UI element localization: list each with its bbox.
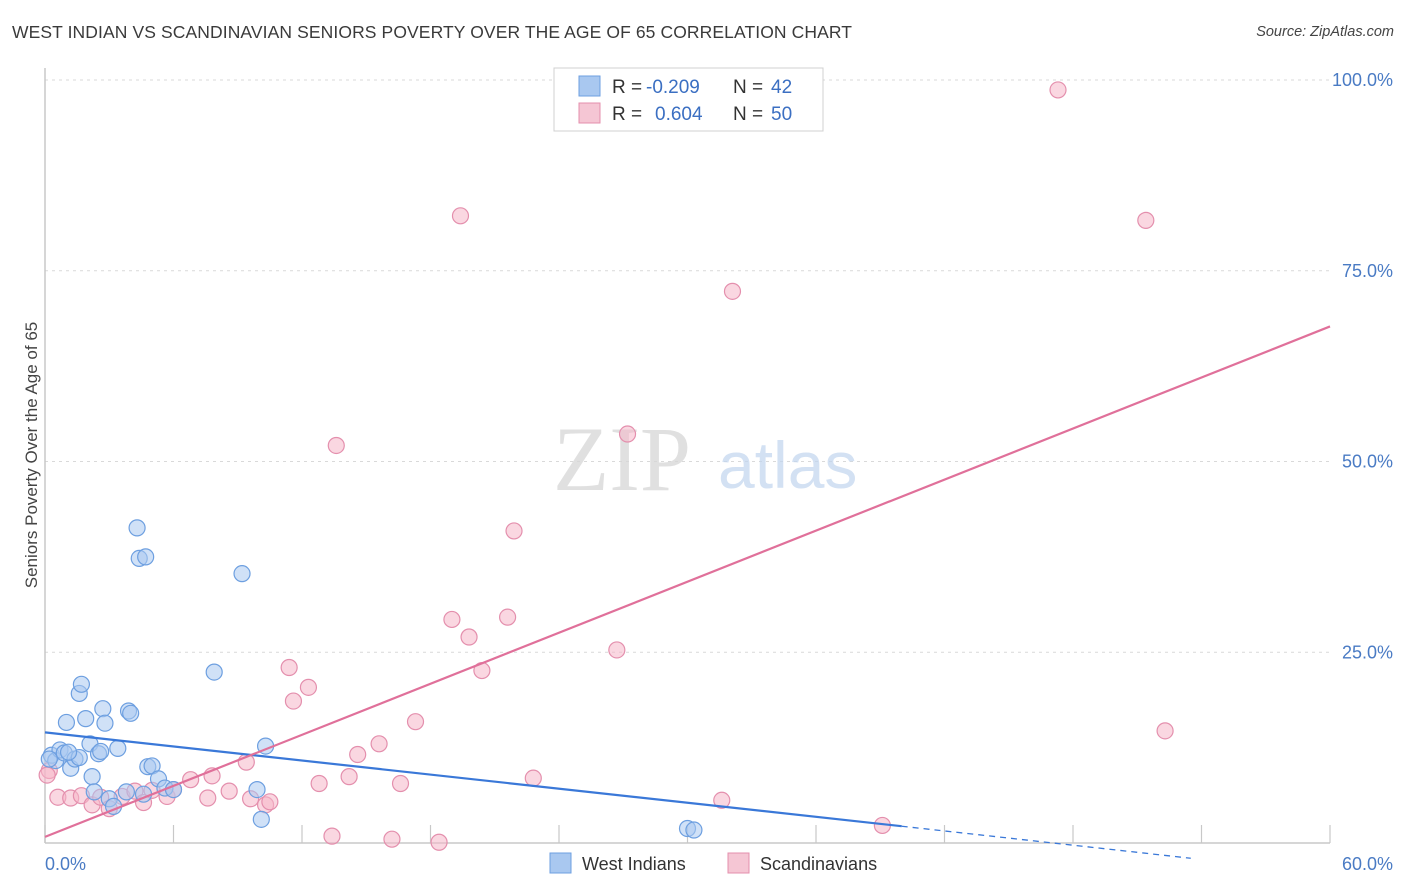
west-indians-point-12 — [83, 768, 101, 786]
scandinavians-point-41 — [608, 641, 626, 659]
scandinavians-point-31 — [391, 774, 410, 793]
scandinavians-point-36 — [460, 628, 478, 646]
legend-r-label-2: R = — [612, 104, 642, 125]
scandinavians-point-26 — [327, 436, 345, 455]
scandinavians-point-48 — [1156, 722, 1174, 740]
scandinavians-point-49 — [38, 766, 56, 784]
scandinavians-point-44 — [723, 282, 742, 300]
legend-n-value-2: 50 — [771, 104, 792, 125]
scandinavians-point-23 — [299, 678, 318, 696]
scandinavians-point-27 — [340, 768, 358, 786]
bottom-legend-scandinavians: Scandinavians — [760, 854, 877, 874]
west-indians-trend-extension — [901, 825, 1191, 859]
bottom-legend-west-indians: West Indians — [582, 854, 686, 874]
legend-swatch-blue — [578, 75, 601, 97]
y-tick-label-75: 75.0% — [1342, 261, 1393, 281]
y-tick-label-25: 25.0% — [1342, 642, 1393, 662]
west-indians-trend-line — [44, 731, 902, 828]
west-indians-point-33 — [233, 565, 251, 583]
west-indians-point-38 — [685, 821, 703, 839]
scandinavians-point-40 — [524, 769, 542, 787]
scandinavians-point-34 — [443, 610, 461, 629]
west-indians-point-9 — [72, 675, 91, 693]
scandinavians-point-28 — [349, 745, 367, 764]
y-tick-label-100: 100.0% — [1332, 70, 1393, 90]
legend-r-label-1: R = — [612, 77, 642, 98]
scandinavians-point-24 — [310, 774, 328, 793]
scandinavians-point-33 — [430, 833, 448, 851]
scandinavians-point-25 — [323, 827, 341, 845]
west-indians-point-19 — [109, 739, 127, 757]
scandinavians-trend-line — [44, 325, 1331, 838]
x-tick-label-min: 0.0% — [45, 854, 86, 874]
scandinavians-point-16 — [220, 782, 238, 800]
west-indians-point-35 — [252, 810, 270, 828]
scandinavians-point-43 — [713, 791, 731, 809]
bottom-legend-swatch-blue — [549, 852, 572, 874]
west-indians-point-39 — [40, 750, 58, 768]
scandinavians-point-20 — [261, 793, 279, 811]
west-indians-point-22 — [122, 704, 140, 722]
chart-title: WEST INDIAN VS SCANDINAVIAN SENIORS POVE… — [12, 22, 853, 42]
legend-n-value-1: 42 — [771, 77, 792, 98]
source-label: Source: ZipAtlas.com — [1256, 24, 1394, 40]
scandinavians-point-42 — [618, 425, 637, 443]
legend-swatch-pink — [578, 102, 601, 124]
scandinavians-point-39 — [505, 522, 523, 540]
legend-r-value-1: -0.209 — [646, 77, 700, 98]
west-indians-point-40 — [59, 743, 78, 761]
west-indians-point-13 — [85, 783, 103, 801]
y-tick-label-50: 50.0% — [1342, 452, 1393, 472]
scatter-points — [38, 81, 1174, 851]
legend-r-value-2: 0.604 — [655, 104, 703, 125]
watermark-zip: ZIP — [553, 408, 691, 510]
west-indians-point-16 — [96, 714, 114, 732]
bottom-legend-swatch-pink — [727, 852, 750, 874]
scandinavians-point-30 — [383, 830, 401, 848]
stats-legend: R = -0.209 N = 42 R = 0.604 N = 50 — [553, 67, 824, 132]
west-indians-point-32 — [205, 663, 223, 681]
scandinavians-point-21 — [280, 658, 298, 677]
scandinavians-point-14 — [199, 789, 217, 807]
west-indians-point-10 — [77, 710, 95, 728]
x-tick-label-max: 60.0% — [1342, 854, 1393, 874]
west-indians-point-4 — [57, 713, 76, 732]
west-indians-point-20 — [117, 783, 135, 801]
west-indians-point-25 — [137, 548, 155, 566]
scandinavians-point-29 — [370, 735, 388, 753]
scandinavians-point-46 — [1049, 81, 1067, 99]
watermark-atlas: atlas — [718, 428, 857, 502]
scandinavians-point-38 — [499, 608, 517, 626]
scandinavians-point-47 — [1137, 211, 1155, 229]
y-tick-labels: 25.0% 50.0% 75.0% 100.0% — [1332, 70, 1393, 662]
west-indians-point-41 — [92, 742, 110, 761]
scandinavians-point-35 — [451, 207, 470, 225]
legend-n-label-1: N = — [733, 77, 763, 98]
west-indians-point-23 — [128, 519, 146, 537]
y-axis-label: Seniors Poverty Over the Age of 65 — [22, 322, 41, 588]
scandinavians-point-22 — [284, 692, 303, 710]
legend-n-label-2: N = — [733, 104, 763, 125]
series-legend: West Indians Scandinavians — [549, 852, 877, 874]
trend-lines — [44, 325, 1331, 859]
scandinavians-point-32 — [406, 713, 425, 731]
west-indians-point-15 — [94, 700, 112, 718]
west-indians-point-34 — [248, 780, 266, 799]
